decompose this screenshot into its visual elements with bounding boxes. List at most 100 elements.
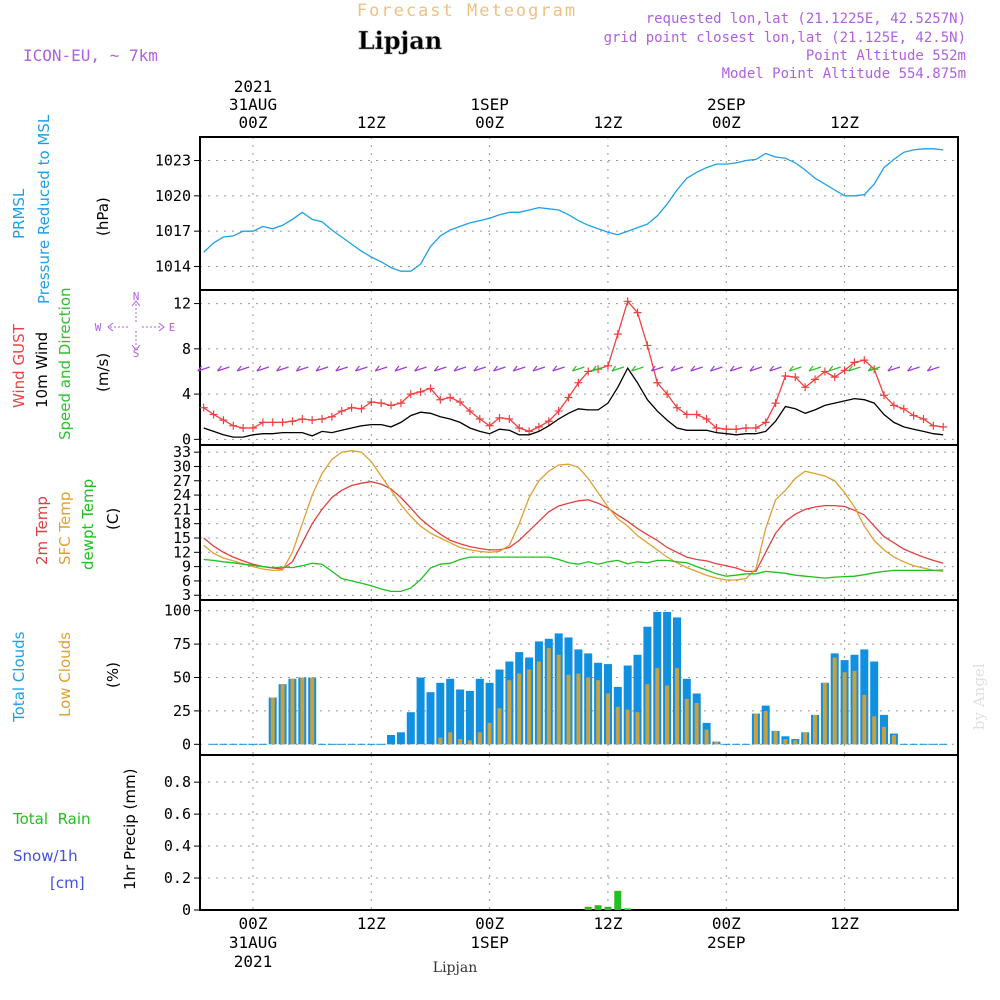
gust-marker bbox=[889, 401, 898, 410]
bottom-time-label: 12Z bbox=[594, 914, 623, 933]
gust-marker bbox=[643, 341, 652, 350]
bottom-time-label: 1SEP bbox=[470, 933, 509, 952]
gust-marker bbox=[712, 424, 721, 433]
gust-marker bbox=[672, 403, 681, 412]
gust-marker bbox=[840, 366, 849, 375]
dewpoint-line bbox=[203, 556, 944, 593]
gust-marker bbox=[613, 330, 622, 339]
gust-marker bbox=[899, 404, 908, 413]
total-cloud-bar bbox=[870, 661, 879, 745]
dewpt-temp-label: dewpt Temp bbox=[79, 479, 97, 570]
model-label: ICON-EU, ~ 7km bbox=[23, 46, 158, 65]
total-cloud-bar bbox=[446, 678, 455, 745]
y-tick-label: 3 bbox=[182, 586, 191, 604]
y-tick-label: 9 bbox=[182, 558, 191, 576]
total-cloud-bar bbox=[633, 654, 642, 745]
total-cloud-bar bbox=[663, 612, 672, 745]
y-tick-label: 1023 bbox=[155, 152, 191, 170]
low-cloud-bar bbox=[546, 648, 551, 745]
pressure-chart: 1014 1017 1020 1023 bbox=[155, 136, 959, 291]
low-cloud-bar bbox=[507, 680, 512, 745]
gust-marker bbox=[199, 403, 208, 412]
wind-direction-arrow bbox=[867, 365, 881, 372]
gust-marker bbox=[357, 404, 366, 413]
wind-direction-arrow bbox=[690, 365, 703, 372]
low-clouds-label: Low Clouds bbox=[56, 632, 74, 717]
total-cloud-bar bbox=[456, 689, 465, 745]
temp-panel-labels: 2m Temp SFC Temp dewpt Temp (C) bbox=[33, 479, 122, 570]
wind-direction-arrow bbox=[571, 365, 585, 372]
wind-direction-arrow bbox=[591, 365, 605, 372]
gust-marker bbox=[682, 410, 691, 419]
compass-e: E bbox=[169, 321, 176, 334]
y-tick-label: 30 bbox=[173, 457, 191, 475]
y-tick-label: 0.4 bbox=[164, 837, 191, 855]
low-cloud-bar bbox=[645, 684, 650, 745]
y-tick-label: 0.8 bbox=[164, 773, 191, 791]
point-altitude: Point Altitude 552m bbox=[806, 48, 966, 64]
wind-direction-arrow bbox=[670, 365, 684, 372]
low-cloud-bar bbox=[842, 672, 847, 745]
y-tick-label: 8 bbox=[182, 340, 191, 358]
total-cloud-bar bbox=[406, 712, 415, 745]
total-cloud-bar bbox=[396, 732, 405, 745]
low-cloud-bar bbox=[832, 657, 837, 745]
gust-marker bbox=[347, 403, 356, 412]
wind-direction-arrow bbox=[769, 365, 782, 372]
pressure-line bbox=[203, 148, 944, 272]
rain-bar bbox=[604, 906, 612, 910]
gust-marker bbox=[544, 417, 553, 426]
temp-2m-line bbox=[203, 481, 944, 573]
y-tick-label: 25 bbox=[173, 702, 191, 720]
gust-marker bbox=[732, 425, 741, 434]
gust-marker bbox=[308, 416, 317, 425]
gust-marker bbox=[268, 418, 277, 427]
wind-direction-arrow bbox=[374, 365, 388, 372]
gust-marker bbox=[209, 410, 218, 419]
y-tick-label: 0 bbox=[182, 735, 191, 753]
total-cloud-bar bbox=[465, 690, 474, 745]
low-cloud-bar bbox=[556, 654, 561, 745]
y-tick-label: 12 bbox=[173, 543, 191, 561]
top-time-label: 31AUG bbox=[229, 95, 277, 114]
bottom-time-label: 00Z bbox=[712, 914, 741, 933]
top-time-label: 12Z bbox=[594, 113, 623, 132]
y-tick-label: 12 bbox=[173, 295, 191, 313]
gust-marker bbox=[820, 367, 829, 376]
total-cloud-bar bbox=[623, 665, 632, 745]
gust-marker bbox=[653, 378, 662, 387]
low-cloud-bar bbox=[704, 729, 709, 745]
rain-bar bbox=[584, 906, 592, 910]
low-cloud-bar bbox=[763, 710, 768, 745]
wind-direction-arrow bbox=[611, 365, 625, 372]
pressure-panel-labels: PRMSL Pressure Reduced to MSL (hPa) bbox=[10, 114, 112, 304]
low-cloud-bar bbox=[753, 713, 758, 745]
wind-direction-arrow bbox=[414, 365, 427, 372]
gust-marker bbox=[416, 387, 425, 396]
y-tick-label: 1014 bbox=[155, 257, 191, 275]
model-point-altitude: Model Point Altitude 554.875m bbox=[722, 66, 966, 82]
gust-marker bbox=[406, 390, 415, 399]
wind-direction-arrow bbox=[276, 365, 289, 372]
gust-marker bbox=[801, 383, 810, 392]
low-cloud-bar bbox=[773, 730, 778, 745]
y-tick-label: 15 bbox=[173, 529, 191, 547]
wind-direction-arrow bbox=[709, 365, 723, 372]
total-cloud-bar bbox=[495, 669, 504, 745]
low-cloud-bar bbox=[448, 732, 453, 745]
2m-temp-label: 2m Temp bbox=[33, 496, 51, 565]
wind-gust-label: Wind GUST bbox=[10, 323, 28, 408]
wind-direction-arrow bbox=[453, 365, 467, 372]
gust-marker bbox=[781, 371, 790, 380]
y-tick-label: 33 bbox=[173, 443, 191, 461]
wind-direction-arrow bbox=[354, 365, 368, 372]
gust-marker bbox=[722, 425, 731, 434]
total-cloud-bar bbox=[387, 735, 395, 745]
rain-bar bbox=[614, 890, 622, 910]
gust-marker bbox=[387, 401, 396, 410]
wind-direction-arrow bbox=[433, 365, 447, 372]
gust-marker bbox=[288, 417, 297, 426]
footer-location: Lipjan bbox=[433, 960, 477, 976]
top-time-label: 12Z bbox=[357, 113, 386, 132]
